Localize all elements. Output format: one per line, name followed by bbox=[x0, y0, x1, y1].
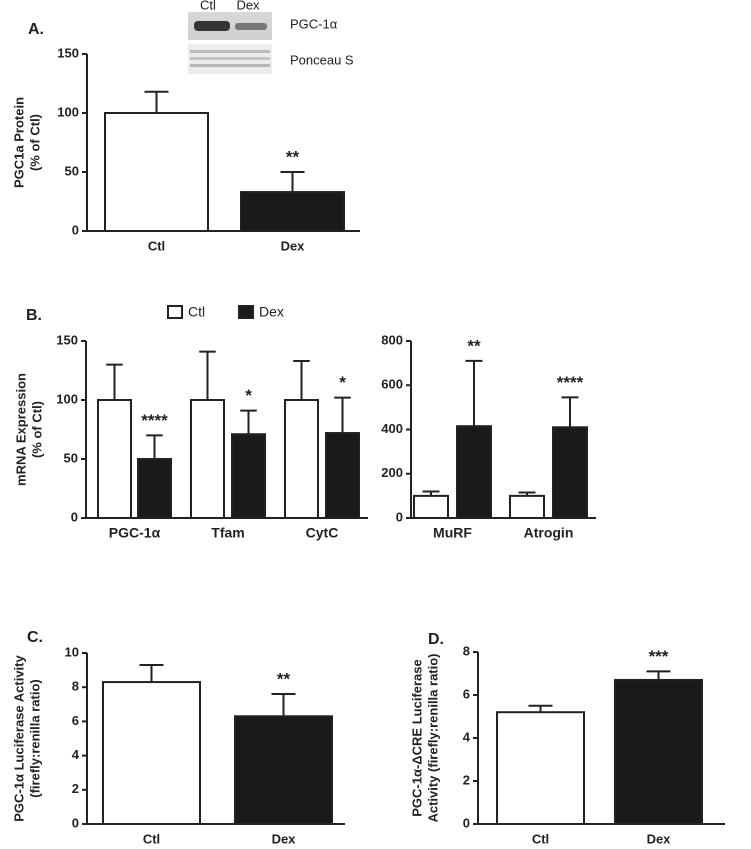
y-tick-label: 2 bbox=[72, 781, 79, 796]
significance-label: **** bbox=[141, 411, 168, 430]
significance-label: * bbox=[245, 386, 252, 405]
y-tick-label: 0 bbox=[71, 509, 78, 524]
blot-lane-label: Ctl bbox=[200, 0, 216, 12]
bar bbox=[231, 433, 266, 519]
y-tick-label: 200 bbox=[381, 465, 403, 480]
y-axis-label: (firefly:renilla ratio) bbox=[27, 679, 42, 797]
x-tick-label: Ctl bbox=[148, 238, 165, 253]
legend-label: Ctl bbox=[188, 304, 205, 320]
y-tick-label: 100 bbox=[56, 391, 78, 406]
significance-label: ** bbox=[286, 147, 300, 166]
bar bbox=[413, 494, 449, 519]
x-tick-label: Dex bbox=[281, 238, 306, 253]
bar bbox=[102, 681, 201, 825]
y-tick-label: 0 bbox=[463, 815, 470, 830]
y-axis-label: (% of Ctl) bbox=[29, 401, 44, 458]
bar bbox=[137, 458, 172, 519]
y-tick-label: 150 bbox=[57, 45, 79, 60]
y-axis-label: PGC-1α Luciferase Activity bbox=[11, 655, 26, 822]
y-tick-label: 0 bbox=[396, 509, 403, 524]
legend-swatch bbox=[238, 305, 254, 319]
x-tick-label: Dex bbox=[272, 831, 297, 846]
significance-label: ** bbox=[467, 336, 481, 355]
y-tick-label: 100 bbox=[57, 104, 79, 119]
bar bbox=[234, 715, 333, 826]
y-tick-label: 8 bbox=[72, 679, 79, 694]
significance-label: * bbox=[339, 373, 346, 392]
y-tick-label: 6 bbox=[463, 686, 470, 701]
bar bbox=[104, 112, 209, 232]
x-tick-label: Ctl bbox=[143, 831, 160, 846]
bar bbox=[240, 191, 345, 232]
y-axis-label: PGC-1α-ΔCRE Luciferase bbox=[409, 659, 424, 817]
x-tick-label: Ctl bbox=[532, 831, 549, 846]
y-tick-label: 6 bbox=[72, 713, 79, 728]
blot-image bbox=[188, 12, 272, 74]
panel-label: A. bbox=[28, 21, 44, 38]
significance-label: **** bbox=[557, 373, 584, 392]
y-tick-label: 8 bbox=[463, 643, 470, 658]
y-axis-label: (% of Ctl) bbox=[27, 114, 42, 171]
legend-label: Dex bbox=[259, 304, 284, 320]
significance-label: *** bbox=[649, 647, 669, 666]
y-tick-label: 2 bbox=[463, 772, 470, 787]
bar bbox=[325, 432, 360, 520]
y-tick-label: 50 bbox=[65, 163, 79, 178]
bar bbox=[496, 711, 585, 826]
bar bbox=[97, 399, 132, 519]
y-tick-label: 50 bbox=[64, 450, 78, 465]
y-tick-label: 10 bbox=[65, 644, 79, 659]
bar bbox=[190, 399, 225, 519]
bar bbox=[456, 425, 492, 519]
x-tick-label: PGC-1α bbox=[109, 525, 161, 541]
y-tick-label: 4 bbox=[463, 729, 471, 744]
y-tick-label: 600 bbox=[381, 377, 403, 392]
blot-row-label: PGC-1α bbox=[290, 16, 338, 31]
legend-swatch bbox=[167, 305, 183, 319]
y-tick-label: 0 bbox=[72, 222, 79, 237]
bar bbox=[509, 494, 545, 519]
y-tick-label: 0 bbox=[72, 815, 79, 830]
x-tick-label: MuRF bbox=[433, 525, 472, 541]
panel-label: B. bbox=[26, 307, 42, 324]
bar bbox=[614, 678, 703, 826]
blot-lane-label: Dex bbox=[236, 0, 260, 12]
x-tick-label: Dex bbox=[647, 831, 672, 846]
bar bbox=[284, 399, 319, 519]
x-tick-label: Tfam bbox=[211, 525, 244, 541]
panel-label: D. bbox=[428, 631, 444, 648]
bar bbox=[552, 426, 588, 520]
x-tick-label: CytC bbox=[306, 525, 339, 541]
y-tick-label: 150 bbox=[56, 332, 78, 347]
significance-label: ** bbox=[277, 670, 291, 689]
y-axis-label: PGC1a Protein bbox=[11, 97, 26, 188]
x-tick-label: Atrogin bbox=[524, 525, 574, 541]
y-axis-label: mRNA Expression bbox=[13, 373, 28, 486]
y-tick-label: 800 bbox=[381, 332, 403, 347]
y-tick-label: 400 bbox=[381, 421, 403, 436]
blot-row-label: Ponceau S bbox=[290, 52, 354, 67]
y-tick-label: 4 bbox=[72, 747, 80, 762]
y-axis-label: Activity (firefly:renilla ratio) bbox=[425, 653, 440, 822]
panel-label: C. bbox=[27, 629, 43, 646]
